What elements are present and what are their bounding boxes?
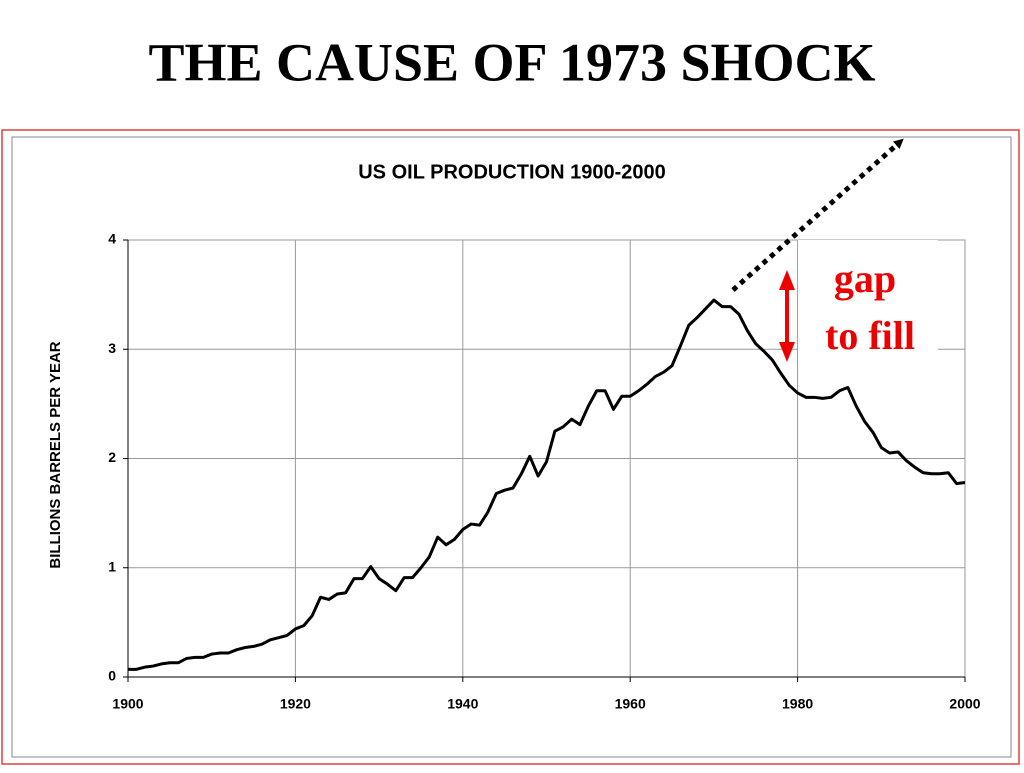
annotation: gap [834, 256, 896, 301]
y-axis-label: BILLIONS BARRELS PER YEAR [47, 341, 64, 568]
y-tick-label: 4 [108, 231, 116, 247]
trend-arrow [731, 138, 904, 292]
chart-frame [11, 136, 1012, 758]
annotation-bg [798, 240, 938, 360]
plot: 0 1 2 3 4 1900 1920 1940 1960 1980 2000 [108, 231, 981, 712]
y-tick-label: 1 [108, 558, 116, 574]
y-tick-label: 3 [108, 340, 116, 356]
x-tick-label: 1920 [280, 696, 311, 712]
x-tick-label: 1900 [112, 696, 143, 712]
data-line [128, 298, 966, 671]
annotation: to fill [825, 313, 915, 358]
frame [1, 129, 1020, 765]
x-tick-label: 1960 [615, 696, 646, 712]
x-tick-label: 2000 [949, 696, 980, 712]
slide-title: THE CAUSE OF 1973 SHOCK [148, 32, 875, 92]
chart-title: US OIL PRODUCTION 1900-2000 [358, 161, 666, 183]
y-tick-label: 0 [108, 668, 116, 684]
x-tick-label: 1940 [447, 696, 478, 712]
x-tick-label: 1980 [782, 696, 813, 712]
y-tick-label: 2 [108, 449, 116, 465]
